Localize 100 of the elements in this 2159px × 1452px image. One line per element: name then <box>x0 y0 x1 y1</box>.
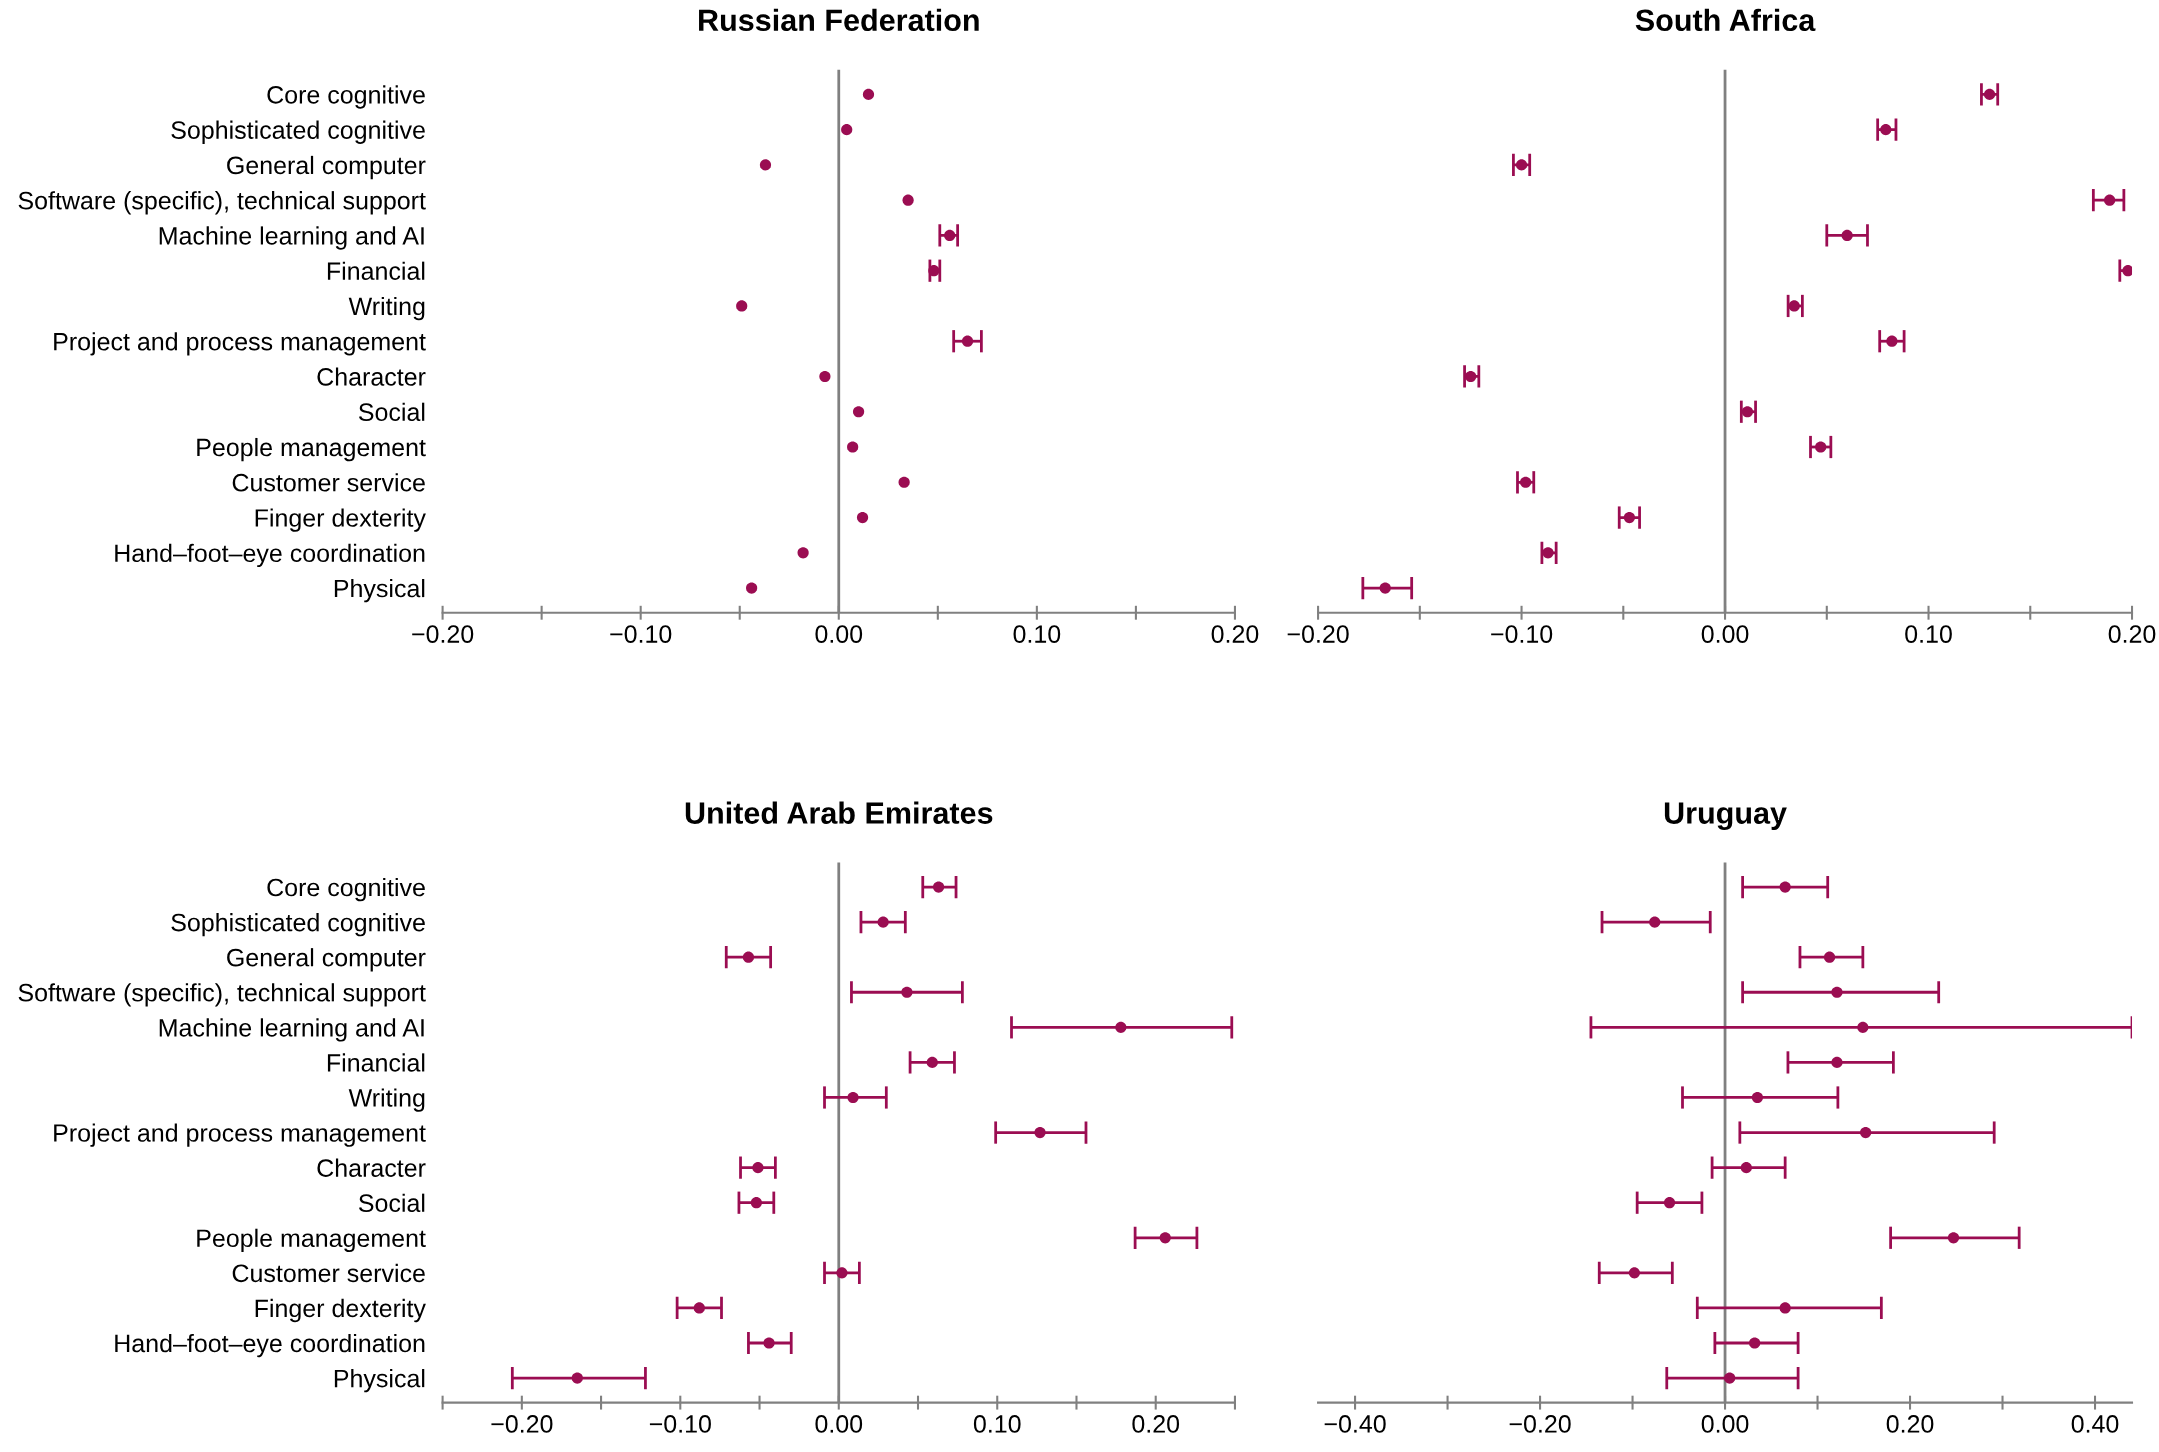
point <box>1815 441 1827 453</box>
point <box>1860 1126 1872 1139</box>
point <box>961 335 974 347</box>
point <box>1857 1021 1869 1033</box>
y-tick-label: Machine learning and AI <box>159 226 424 250</box>
x-tick-label: 0.40 <box>2071 1415 2119 1433</box>
point <box>847 1091 859 1104</box>
point <box>1947 1232 1960 1244</box>
y-tick-label: Physical <box>334 1369 425 1393</box>
y-tick-label: Physical <box>334 579 425 603</box>
chart-title: South Africa <box>1635 8 1816 32</box>
x-tick-label: 0.20 <box>1886 1415 1934 1433</box>
point <box>1649 916 1661 928</box>
y-tick-label: Financial <box>327 261 425 280</box>
y-tick-label: People management <box>197 1228 426 1253</box>
point <box>1741 406 1754 418</box>
point <box>1034 1126 1046 1139</box>
point <box>1880 124 1892 136</box>
point <box>1159 1232 1171 1244</box>
y-tick-label: Writing <box>348 296 425 321</box>
y-tick-label: Core cognitive <box>267 85 425 109</box>
point <box>2122 265 2133 277</box>
x-tick-label: −0.20 <box>491 1415 553 1433</box>
x-tick-label: 0.10 <box>1013 625 1061 643</box>
point <box>1542 547 1554 559</box>
point <box>1831 1056 1843 1069</box>
y-tick-label: Software (specific), technical support <box>18 983 426 1007</box>
point <box>750 1197 762 1209</box>
point <box>2104 194 2116 206</box>
point <box>1115 1021 1127 1033</box>
point <box>1379 582 1391 594</box>
point <box>847 441 859 453</box>
point <box>736 300 748 312</box>
x-tick-label: −0.20 <box>1287 625 1349 643</box>
y-tick-label: Character <box>317 367 426 386</box>
point <box>1465 370 1477 383</box>
point <box>841 124 853 136</box>
x-tick-label: 0.20 <box>1132 1415 1180 1433</box>
point <box>1841 229 1853 242</box>
point <box>852 406 865 418</box>
y-tick-label: Financial <box>327 1053 425 1072</box>
point <box>1779 1302 1791 1314</box>
point <box>1663 1197 1676 1209</box>
y-tick-label: Hand–foot–eye coordination <box>115 543 425 568</box>
x-tick-label: −0.10 <box>610 625 672 643</box>
point <box>1823 951 1836 963</box>
point <box>1740 1162 1752 1174</box>
x-tick-label: 0.20 <box>2108 625 2156 643</box>
point <box>836 1267 848 1279</box>
point <box>1515 159 1528 171</box>
y-tick-label: General computer <box>227 155 426 180</box>
y-tick-label: Sophisticated cognitive <box>171 120 425 144</box>
point <box>797 547 809 559</box>
x-tick-label: −0.20 <box>412 625 474 643</box>
point <box>759 159 772 171</box>
point <box>1623 511 1635 524</box>
point <box>1983 88 1996 100</box>
y-tick-label: Character <box>317 1158 426 1177</box>
point <box>746 582 758 594</box>
y-tick-label: Project and process management <box>54 1123 426 1147</box>
point <box>1520 476 1532 488</box>
y-tick-label: Social <box>358 1193 425 1213</box>
y-tick-label: Hand–foot–eye coordination <box>115 1333 425 1358</box>
y-tick-label: Project and process management <box>54 332 426 356</box>
point <box>1751 1091 1764 1104</box>
x-tick-label: 0.00 <box>815 625 863 643</box>
x-tick-label: 0.10 <box>973 1415 1021 1433</box>
y-tick-label: Finger dexterity <box>255 1298 426 1323</box>
chart-title: Russian Federation <box>699 8 979 32</box>
point <box>862 88 875 100</box>
point <box>1724 1372 1736 1384</box>
x-tick-label: −0.20 <box>1509 1415 1571 1433</box>
point <box>693 1302 705 1314</box>
point <box>1779 881 1791 893</box>
x-tick-label: −0.40 <box>1324 1415 1386 1433</box>
point <box>928 265 940 277</box>
chart-title: United Arab Emirates <box>685 801 993 824</box>
x-tick-label: 0.00 <box>815 1415 863 1433</box>
y-tick-label: Machine learning and AI <box>159 1018 424 1042</box>
point <box>742 951 755 963</box>
y-tick-label: General computer <box>227 948 426 972</box>
y-tick-label: Customer service <box>232 473 425 492</box>
point <box>1788 300 1800 312</box>
y-tick-label: Customer service <box>232 1263 425 1283</box>
point <box>819 370 831 383</box>
x-tick-label: −0.10 <box>1491 625 1553 643</box>
point <box>856 511 869 524</box>
point <box>901 986 913 998</box>
x-tick-label: 0.00 <box>1701 625 1749 643</box>
y-tick-label: Writing <box>348 1088 425 1112</box>
point <box>1628 1267 1640 1279</box>
point <box>1831 986 1843 998</box>
y-tick-label: Sophisticated cognitive <box>171 913 425 937</box>
chart-title: Uruguay <box>1664 802 1787 831</box>
x-tick-label: 0.00 <box>1701 1415 1749 1433</box>
x-tick-label: −0.10 <box>649 1415 711 1433</box>
point <box>926 1056 938 1069</box>
y-tick-label: Software (specific), technical support <box>18 191 426 215</box>
point <box>898 476 910 488</box>
y-tick-label: Finger dexterity <box>255 508 426 532</box>
